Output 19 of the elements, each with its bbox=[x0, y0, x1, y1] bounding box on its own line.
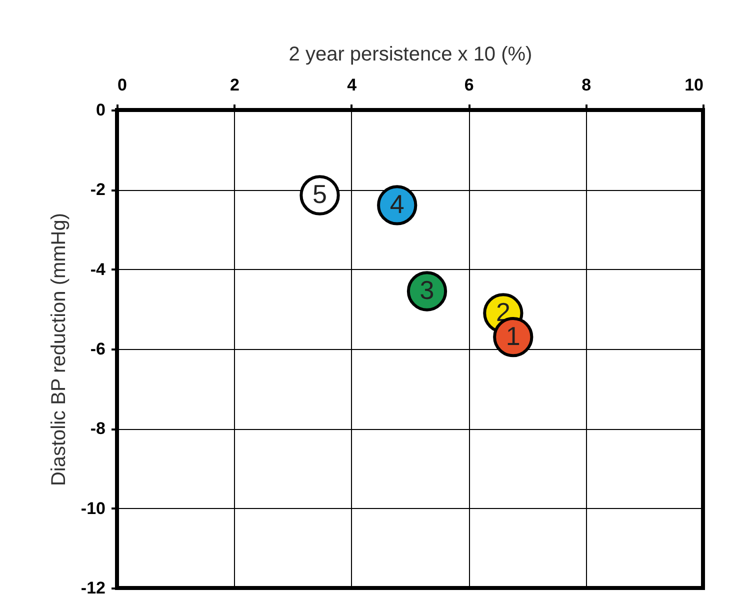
series-label: 4 bbox=[390, 189, 404, 220]
series-label: 3 bbox=[420, 275, 434, 306]
y-axis-title: Diastolic BP reduction (mmHg) bbox=[48, 212, 70, 486]
y-tick-label: 0 bbox=[96, 100, 106, 120]
y-tick-label: -12 bbox=[80, 578, 106, 598]
series-label: 1 bbox=[506, 321, 520, 352]
y-tick-label: -10 bbox=[80, 498, 106, 518]
x-tick-label: 10 bbox=[684, 76, 704, 94]
x-tick-label: 0 bbox=[118, 76, 127, 94]
x-axis-title: 2 year persistence x 10 (%) bbox=[288, 44, 532, 66]
series-label: 5 bbox=[312, 179, 327, 210]
y-tick-label: -6 bbox=[90, 340, 106, 358]
x-tick-label: 2 bbox=[230, 76, 240, 94]
y-tick-label: -8 bbox=[90, 419, 106, 438]
y-tick-label: -4 bbox=[90, 260, 106, 279]
x-tick-label: 4 bbox=[347, 76, 358, 94]
x-tick-label: 8 bbox=[582, 76, 592, 94]
x-tick-label: 6 bbox=[464, 76, 474, 94]
y-tick-label: -2 bbox=[90, 180, 106, 200]
